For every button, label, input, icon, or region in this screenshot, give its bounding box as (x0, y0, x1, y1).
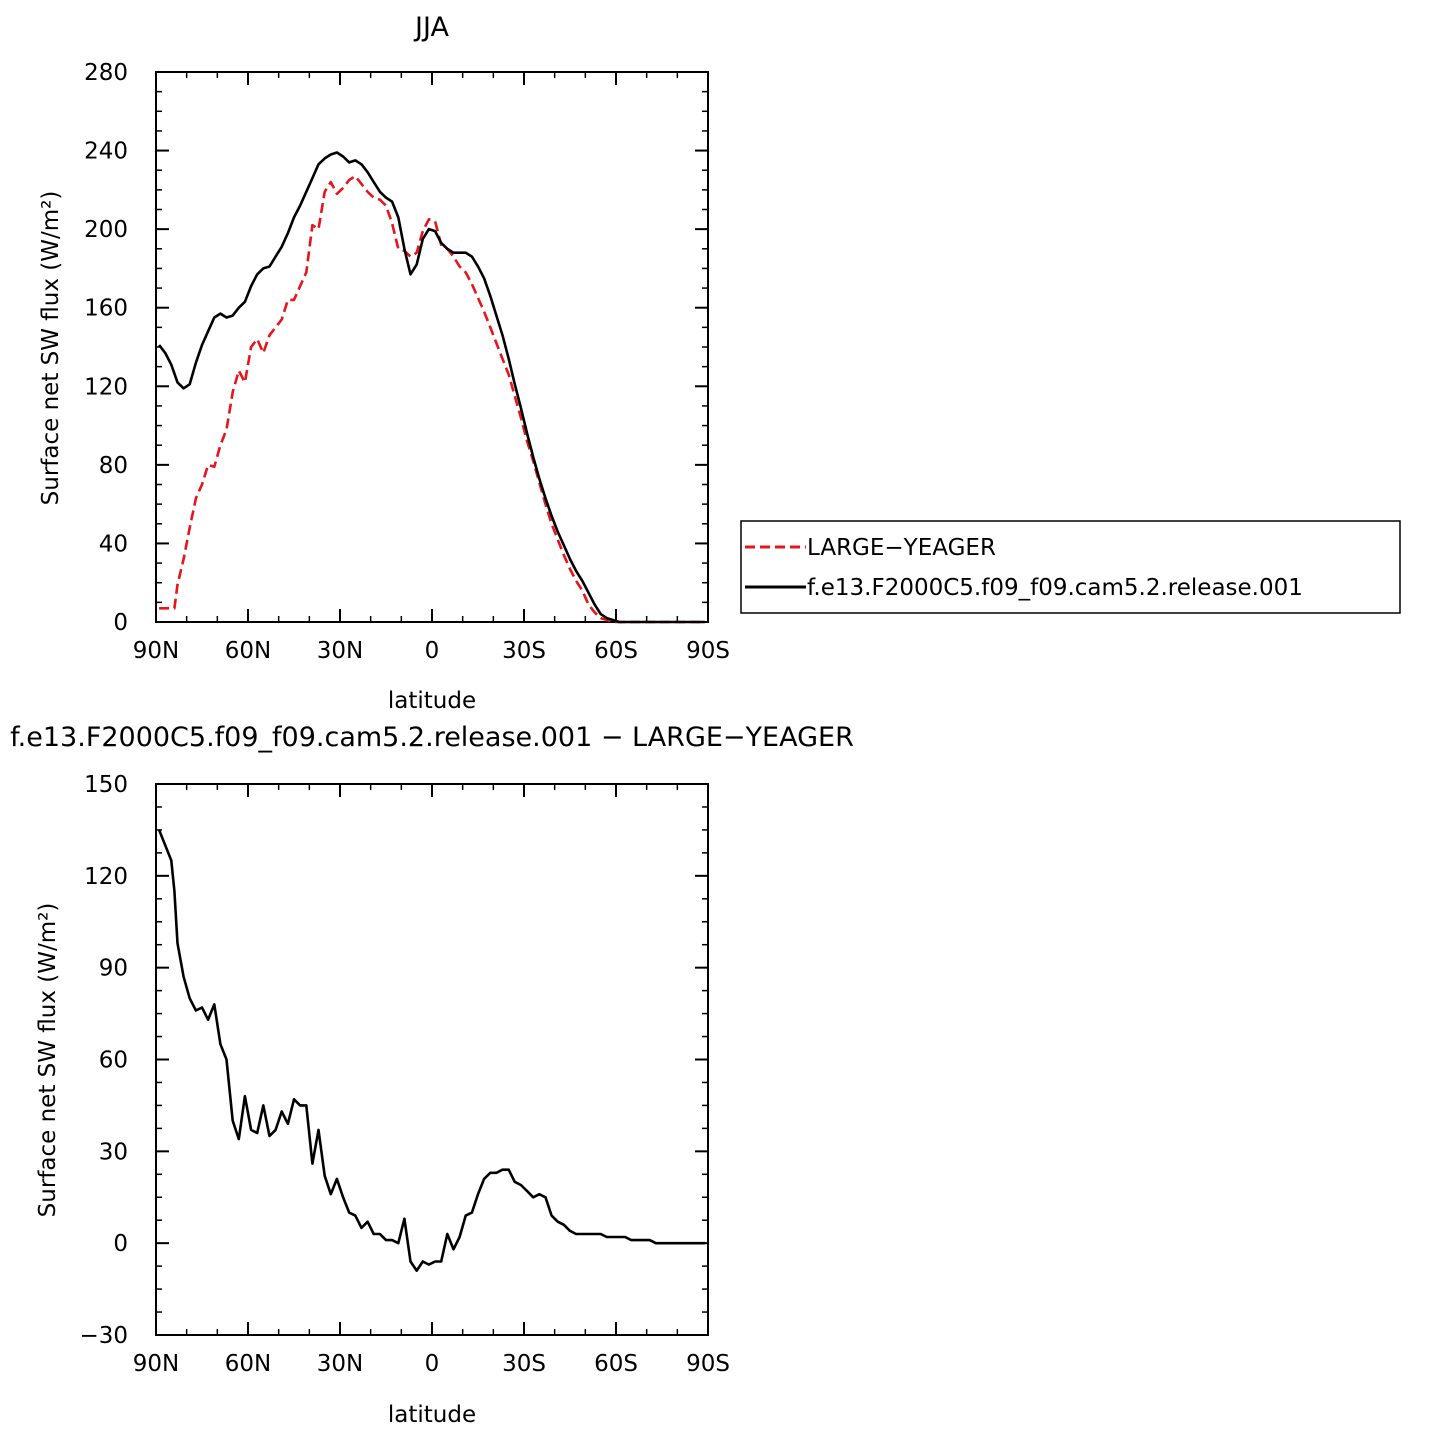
top-y-tick-label-120: 120 (84, 374, 128, 400)
top-x-tick-label-30s: 30S (502, 638, 546, 664)
legend-label-cam5: f.e13.F2000C5.f09_f09.cam5.2.release.001 (807, 575, 1303, 601)
legend: LARGE−YEAGER f.e13.F2000C5.f09_f09.cam5.… (740, 520, 1401, 614)
bottom-x-tick-label-30n: 30N (317, 1351, 363, 1377)
top-series-line-f-e13-f2000c5-f09-f09-cam5-2-release-001 (158, 151, 705, 624)
top-x-tick-label-60n: 60N (225, 638, 271, 664)
top-y-tick-label-240: 240 (84, 139, 128, 165)
top-y-tick-label-40: 40 (99, 531, 128, 557)
top-y-tick-label-80: 80 (99, 453, 128, 479)
top-x-tick-label-30n: 30N (317, 638, 363, 664)
bottom-chart-title: f.e13.F2000C5.f09_f09.cam5.2.release.001… (10, 722, 854, 753)
top-chart-title: JJA (413, 12, 449, 43)
top-y-tick-label-200: 200 (84, 217, 128, 243)
bottom-y-axis-label: Surface net SW flux (W/m²) (35, 903, 61, 1218)
bottom-x-tick-label-90n: 90N (133, 1351, 179, 1377)
bottom-x-tick-label-0: 0 (425, 1351, 440, 1377)
top-plot-area: 90N 60N 30N 0 30S 60S 90S 0 40 80 120 160 200 240 280 (84, 60, 730, 664)
bottom-y-tick-label-60: 60 (99, 1048, 128, 1074)
bottom-y-tick-label-150: 150 (84, 772, 128, 798)
bottom-y-tick-label-120: 120 (84, 864, 128, 890)
legend-box (740, 520, 1401, 614)
top-y-tick-label-160: 160 (84, 296, 128, 322)
top-y-axis-label: Surface net SW flux (W/m²) (38, 191, 64, 506)
bottom-y-tick-label-0: 0 (113, 1231, 128, 1257)
bottom-y-tick-label-30: −30 (79, 1323, 128, 1349)
bottom-x-tick-label-30s: 30S (502, 1351, 546, 1377)
top-y-tick-label-0: 0 (113, 610, 128, 636)
bottom-panel: f.e13.F2000C5.f09_f09.cam5.2.release.001… (10, 722, 854, 1428)
top-plot-frame (155, 71, 709, 623)
top-panel: JJA 90N 60N 30N 0 30S 60S 90S 0 40 80 120 160 200 240… (38, 12, 730, 714)
top-x-tick-label-90s: 90S (686, 638, 730, 664)
bottom-x-axis-label: latitude (388, 1402, 476, 1428)
top-y-tick-label-280: 280 (84, 60, 128, 86)
bottom-y-tick-label-90: 90 (99, 956, 128, 982)
bottom-plot-area: 90N 60N 30N 0 30S 60S 90S −30 0 30 60 90 120 150 (79, 772, 729, 1377)
bottom-x-tick-label-90s: 90S (686, 1351, 730, 1377)
top-x-tick-label-90n: 90N (133, 638, 179, 664)
bottom-plot-frame (155, 783, 709, 1336)
bottom-x-tick-label-60s: 60S (594, 1351, 638, 1377)
bottom-x-tick-label-60n: 60N (225, 1351, 271, 1377)
top-x-axis-label: latitude (388, 688, 476, 714)
top-series-line-large-yeager (159, 174, 705, 624)
bottom-series-line-0 (157, 829, 705, 1272)
top-x-tick-label-0: 0 (425, 638, 440, 664)
bottom-y-tick-label-30: 30 (99, 1139, 128, 1165)
top-x-tick-label-60s: 60S (594, 638, 638, 664)
legend-label-large-yeager: LARGE−YEAGER (807, 535, 996, 561)
